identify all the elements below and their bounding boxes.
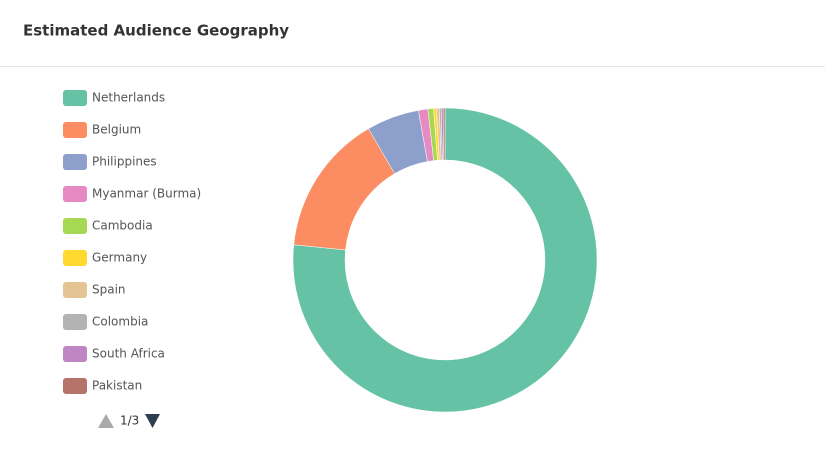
slice — [442, 107, 446, 161]
legend-swatch — [63, 314, 87, 330]
legend-label: Cambodia — [92, 219, 153, 233]
legend-label: Philippines — [92, 155, 157, 169]
legend-swatch — [63, 346, 87, 362]
panel-title: Estimated Audience Geography — [23, 22, 289, 40]
page-indicator: 1/3 — [120, 414, 139, 428]
legend-swatch — [63, 90, 87, 106]
legend-swatch — [63, 122, 87, 138]
legend-label: Belgium — [92, 123, 141, 137]
legend-swatch — [63, 154, 87, 170]
prev-page[interactable] — [98, 414, 114, 428]
legend-label: Colombia — [92, 315, 148, 329]
legend-swatch — [63, 186, 87, 202]
next-page[interactable] — [145, 414, 160, 428]
slice — [292, 107, 598, 413]
legend-label: Pakistan — [92, 379, 142, 393]
legend-label: South Africa — [92, 347, 165, 361]
legend-swatch — [63, 218, 87, 234]
legend-swatch — [63, 250, 87, 266]
legend-label: Myanmar (Burma) — [92, 187, 201, 201]
legend-label: Germany — [92, 251, 147, 265]
legend-swatch — [63, 282, 87, 298]
legend-swatch — [63, 378, 87, 394]
legend-label: Netherlands — [92, 91, 165, 105]
legend-label: Spain — [92, 283, 126, 297]
